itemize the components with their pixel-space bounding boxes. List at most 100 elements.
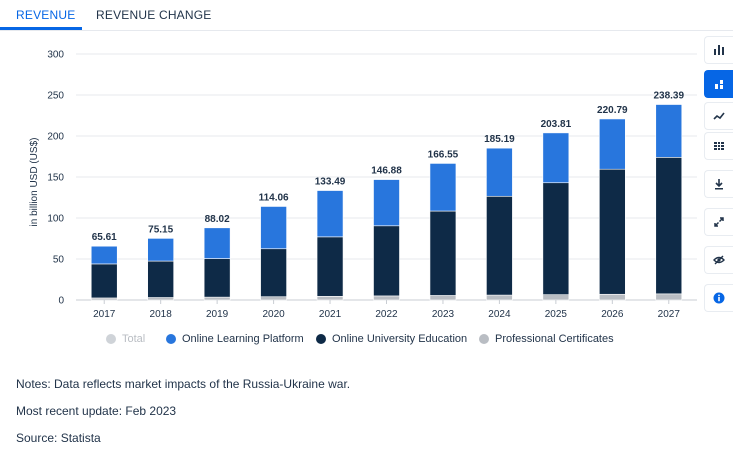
expand-icon	[714, 217, 724, 227]
total-data-label: 185.19	[484, 134, 515, 145]
y-axis-ticks: 0 50 100 150 200 250 300	[47, 50, 64, 307]
bar-segment[interactable]	[542, 182, 570, 295]
y-axis-label: in billion USD (US$)	[29, 138, 40, 227]
bar-segment[interactable]	[486, 294, 513, 301]
bar-segment[interactable]	[203, 227, 231, 259]
total-labels: 65.61 75.15 88.02 114.06 133.49 146.88 166.55 1…	[92, 91, 685, 244]
table-icon	[714, 142, 724, 150]
chart-notes: Notes: Data reflects market impacts of t…	[16, 376, 350, 457]
x-tick-label: 2027	[658, 309, 681, 320]
bar-segment[interactable]	[655, 293, 683, 301]
tab-bar: REVENUE REVENUE CHANGE	[0, 0, 733, 31]
legend-label: Online University Education	[332, 333, 468, 345]
download-icon	[715, 179, 723, 190]
line-chart-button[interactable]	[704, 102, 733, 130]
legend-item-total[interactable]: Total	[106, 333, 145, 345]
y-tick-label: 300	[47, 50, 64, 61]
bar-segment[interactable]	[599, 168, 626, 295]
legend-item-online-learning-platform[interactable]: Online Learning Platform	[166, 333, 304, 345]
total-data-label: 133.49	[315, 177, 346, 188]
bar-segment[interactable]	[429, 295, 457, 301]
bar-segment[interactable]	[655, 157, 683, 295]
hide-icon	[713, 255, 725, 265]
tab-revenue[interactable]: REVENUE	[16, 8, 76, 22]
update-text: Most recent update: Feb 2023	[16, 404, 177, 418]
active-tab-indicator	[0, 27, 82, 30]
x-axis-ticks: 2017 2018 2019 2020 2021 2022 2023 2024 2025 2026…	[93, 300, 680, 320]
x-tick-label: 2023	[432, 309, 455, 320]
x-tick-label: 2020	[262, 309, 285, 320]
legend: Total Online Learning Platform Online Un…	[0, 333, 700, 351]
total-data-label: 238.39	[653, 91, 684, 102]
bar-segment[interactable]	[542, 132, 570, 184]
download-button[interactable]	[704, 170, 733, 198]
bar-chart-icon	[714, 45, 724, 55]
info-button[interactable]	[704, 284, 733, 312]
bar-segment[interactable]	[486, 195, 513, 296]
bar-segment[interactable]	[90, 297, 118, 301]
total-data-label: 146.88	[371, 166, 402, 177]
legend-dot-pc	[479, 334, 489, 344]
bar-segment[interactable]	[147, 297, 174, 301]
bar-segment[interactable]	[429, 210, 457, 296]
table-button[interactable]	[704, 132, 733, 160]
total-data-label: 65.61	[92, 232, 117, 243]
bar-segment[interactable]	[203, 258, 231, 298]
source-text: Source: Statista	[16, 431, 101, 445]
total-data-label: 114.06	[259, 192, 289, 203]
legend-item-professional-certificates[interactable]: Professional Certificates	[479, 333, 614, 345]
stacked-bar-icon	[715, 80, 723, 89]
total-data-label: 88.02	[205, 214, 230, 225]
legend-dot-total	[106, 334, 116, 344]
bar-segment[interactable]	[655, 104, 683, 158]
total-data-label: 75.15	[148, 224, 173, 235]
x-tick-label: 2026	[601, 309, 624, 320]
bar-segment[interactable]	[429, 163, 457, 212]
bar-segment[interactable]	[316, 236, 344, 297]
revenue-chart: in billion USD (US$) 050100150200250300 …	[29, 50, 697, 320]
legend-label: Online Learning Platform	[182, 333, 304, 345]
bar-segment[interactable]	[260, 296, 287, 301]
bar-segment[interactable]	[373, 179, 400, 227]
x-tick-label: 2021	[319, 309, 342, 320]
bar-segment[interactable]	[599, 118, 626, 170]
legend-label: Total	[122, 333, 146, 345]
bar-segment[interactable]	[486, 147, 513, 197]
bar-segment[interactable]	[373, 295, 400, 301]
y-tick-label: 0	[58, 296, 64, 307]
y-tick-label: 100	[47, 214, 64, 225]
x-tick-label: 2024	[488, 309, 511, 320]
fullscreen-button[interactable]	[704, 208, 733, 236]
bar-segment[interactable]	[373, 225, 400, 297]
x-tick-label: 2022	[375, 309, 398, 320]
tab-revenue-change[interactable]: REVENUE CHANGE	[96, 8, 212, 22]
y-tick-label: 250	[47, 91, 64, 102]
bar-segment[interactable]	[90, 263, 118, 299]
legend-item-online-university-education[interactable]: Online University Education	[316, 333, 467, 345]
hide-button[interactable]	[704, 246, 733, 274]
y-tick-label: 150	[47, 173, 64, 184]
line-chart-icon	[713, 112, 725, 120]
x-tick-label: 2017	[93, 309, 116, 320]
total-data-label: 220.79	[597, 105, 628, 116]
bar-segment[interactable]	[260, 248, 287, 298]
legend-label: Professional Certificates	[495, 333, 614, 345]
legend-dot-oue	[316, 334, 326, 344]
y-tick-label: 200	[47, 132, 64, 143]
bar-segment[interactable]	[316, 296, 344, 301]
bar-chart-button[interactable]	[704, 36, 733, 64]
bar-segment[interactable]	[599, 293, 626, 301]
x-tick-label: 2019	[206, 309, 229, 320]
info-icon	[713, 292, 725, 304]
bar-segment[interactable]	[316, 190, 344, 238]
bar-segment[interactable]	[260, 206, 287, 250]
bar-segment[interactable]	[147, 260, 174, 298]
x-tick-label: 2025	[545, 309, 568, 320]
bar-segment[interactable]	[90, 245, 118, 265]
bar-segment[interactable]	[203, 296, 231, 301]
bar-segment[interactable]	[542, 294, 570, 301]
stacked-bar-button[interactable]	[704, 70, 733, 98]
bars	[90, 104, 683, 301]
x-tick-label: 2018	[150, 309, 173, 320]
bar-segment[interactable]	[147, 238, 174, 262]
